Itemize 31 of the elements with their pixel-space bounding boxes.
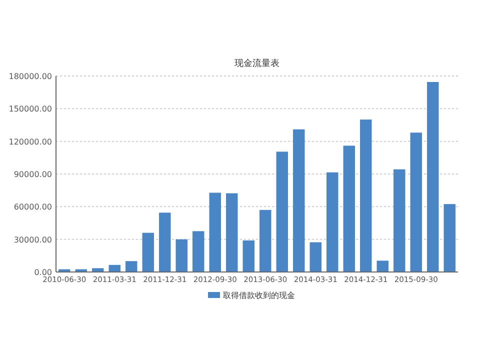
y-tick-label: 60000.00 <box>14 202 52 212</box>
bar <box>326 172 338 272</box>
bar <box>209 192 221 272</box>
bar <box>108 264 120 272</box>
bar <box>126 261 138 272</box>
y-tick-label: 180000.00 <box>8 72 52 81</box>
bar <box>444 204 456 272</box>
bar <box>360 120 372 272</box>
bar <box>427 82 439 272</box>
bar <box>226 193 238 272</box>
bar <box>142 232 154 272</box>
bar <box>92 268 104 272</box>
y-tick-label: 150000.00 <box>8 104 52 114</box>
bar <box>276 152 288 272</box>
bar <box>176 239 188 272</box>
bar <box>343 146 355 272</box>
legend-label: 取得借款收到的现金 <box>223 291 295 300</box>
bar <box>242 240 254 272</box>
bar <box>260 210 272 272</box>
bar <box>410 132 422 272</box>
y-tick-label: 90000.00 <box>14 170 52 179</box>
bar <box>310 242 322 272</box>
bar <box>376 260 388 272</box>
y-tick-label: 120000.00 <box>8 137 52 146</box>
y-tick-label: 30000.00 <box>14 235 52 244</box>
bar <box>293 129 305 272</box>
bar <box>192 231 204 272</box>
chart-title: 现金流量表 <box>234 58 280 69</box>
bar <box>159 212 171 272</box>
bar <box>394 169 406 272</box>
y-tick-label: 0.00 <box>34 268 52 277</box>
